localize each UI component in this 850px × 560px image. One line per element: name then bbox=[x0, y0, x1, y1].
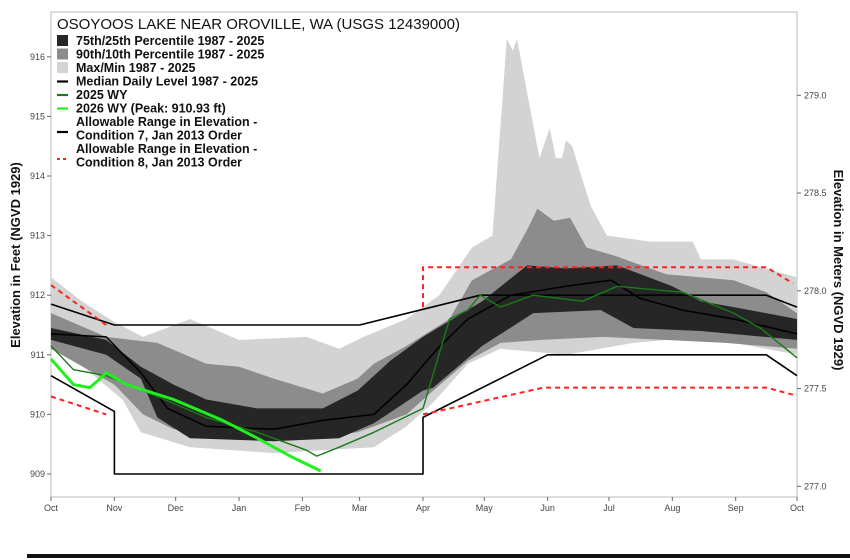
y-right-tick-label: 278.5 bbox=[804, 188, 827, 198]
series-line-2 bbox=[49, 358, 322, 473]
x-tick-label: Aug bbox=[664, 503, 680, 513]
y-right-tick-label: 277.5 bbox=[804, 384, 827, 394]
series-line-0 bbox=[50, 279, 798, 431]
series-line-6 bbox=[422, 266, 794, 308]
band-75th-25th bbox=[51, 265, 797, 442]
legend-label: 2026 WY (Peak: 910.93 ft) bbox=[76, 102, 226, 116]
bottom-divider bbox=[27, 554, 850, 558]
series-line-8 bbox=[422, 386, 794, 416]
x-tick-label: Feb bbox=[295, 503, 311, 513]
x-tick-label: Oct bbox=[44, 503, 59, 513]
y-tick-label: 916 bbox=[30, 52, 45, 62]
y-tick-label: 910 bbox=[30, 409, 45, 419]
x-tick-label: Mar bbox=[352, 503, 368, 513]
legend-label-line2: Condition 7, Jan 2013 Order bbox=[76, 129, 242, 143]
legend-label-line2: Condition 8, Jan 2013 Order bbox=[76, 156, 242, 170]
x-tick-label: Jan bbox=[232, 503, 247, 513]
y-tick-label: 913 bbox=[30, 231, 45, 241]
series-lines bbox=[49, 266, 798, 475]
legend: 75th/25th Percentile 1987 - 202590th/10t… bbox=[57, 34, 264, 170]
x-tick-label: Apr bbox=[416, 503, 430, 513]
legend-label: Max/Min 1987 - 2025 bbox=[76, 61, 196, 75]
legend-label: Allowable Range in Elevation - bbox=[76, 115, 257, 129]
y-tick-label: 909 bbox=[30, 469, 45, 479]
band-max-min bbox=[51, 38, 797, 454]
x-tick-label: Nov bbox=[106, 503, 123, 513]
y-tick-label: 915 bbox=[30, 111, 45, 121]
x-tick-label: Sep bbox=[728, 503, 744, 513]
series-line-4 bbox=[50, 353, 798, 475]
legend-label: 75th/25th Percentile 1987 - 2025 bbox=[76, 34, 264, 48]
legend-swatch bbox=[57, 62, 68, 73]
legend-label: Median Daily Level 1987 - 2025 bbox=[76, 75, 258, 89]
legend-swatch bbox=[57, 48, 68, 60]
axes: Oct Nov Dec Jan Feb Mar Apr May Jun Jul Aug Sep Oct 9… bbox=[30, 52, 827, 513]
y-axis-label-left: Elevation in Feet (NGVD 1929) bbox=[8, 162, 23, 348]
series-line-3 bbox=[50, 294, 798, 326]
y-right-tick-label: 278.0 bbox=[804, 286, 827, 296]
y-tick-label: 912 bbox=[30, 290, 45, 300]
x-tick-label: Jun bbox=[540, 503, 555, 513]
y-right-tick-label: 277.0 bbox=[804, 481, 827, 491]
y-tick-label: 911 bbox=[31, 350, 45, 360]
series-line-7 bbox=[50, 395, 107, 416]
legend-label: Allowable Range in Elevation - bbox=[76, 142, 257, 156]
series-line-1 bbox=[50, 285, 798, 457]
legend-label: 90th/10th Percentile 1987 - 2025 bbox=[76, 48, 264, 62]
x-tick-label: May bbox=[476, 503, 494, 513]
percentile-bands bbox=[51, 38, 797, 454]
y-axis-label-right: Elevation in Meters (NGVD 1929) bbox=[831, 170, 846, 371]
legend-label: 2025 WY bbox=[76, 88, 128, 102]
x-tick-label: Jul bbox=[603, 503, 615, 513]
chart-title: OSOYOOS LAKE NEAR OROVILLE, WA (USGS 124… bbox=[57, 16, 460, 33]
legend-swatch bbox=[57, 35, 68, 46]
x-tick-label: Oct bbox=[790, 503, 805, 513]
series-line-5 bbox=[50, 284, 107, 326]
y-right-tick-label: 279.0 bbox=[804, 90, 827, 100]
x-tick-label: Dec bbox=[168, 503, 185, 513]
y-tick-label: 914 bbox=[30, 171, 45, 181]
